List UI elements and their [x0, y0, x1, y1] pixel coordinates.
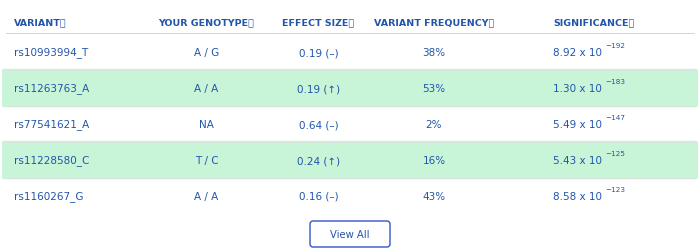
Text: 5.43 x 10: 5.43 x 10 [553, 156, 602, 165]
Text: −123: −123 [605, 186, 625, 192]
Text: T / C: T / C [195, 156, 218, 165]
Text: VARIANT FREQUENCYⓘ: VARIANT FREQUENCYⓘ [374, 18, 494, 28]
FancyBboxPatch shape [2, 70, 698, 108]
Text: 53%: 53% [422, 84, 446, 94]
Text: 0.64 (–): 0.64 (–) [299, 120, 338, 130]
Text: SIGNIFICANCEⓘ: SIGNIFICANCEⓘ [553, 18, 634, 28]
Text: EFFECT SIZEⓘ: EFFECT SIZEⓘ [282, 18, 355, 28]
Text: rs11263763_A: rs11263763_A [14, 83, 90, 94]
Text: −125: −125 [605, 150, 625, 156]
Text: rs77541621_A: rs77541621_A [14, 119, 90, 130]
Text: View All: View All [330, 229, 370, 239]
Text: 0.24 (↑): 0.24 (↑) [297, 156, 340, 165]
Text: A / G: A / G [194, 48, 219, 58]
Text: 16%: 16% [422, 156, 446, 165]
Text: rs1160267_G: rs1160267_G [14, 191, 83, 202]
Text: −147: −147 [605, 114, 625, 120]
Text: 5.49 x 10: 5.49 x 10 [553, 120, 602, 130]
Text: 0.19 (–): 0.19 (–) [299, 48, 338, 58]
Text: 8.92 x 10: 8.92 x 10 [553, 48, 602, 58]
Text: NA: NA [199, 120, 214, 130]
Text: VARIANTⓘ: VARIANTⓘ [14, 18, 66, 28]
FancyBboxPatch shape [310, 221, 390, 247]
Text: YOUR GENOTYPEⓘ: YOUR GENOTYPEⓘ [159, 18, 254, 28]
Text: 43%: 43% [422, 191, 446, 201]
Text: 38%: 38% [422, 48, 446, 58]
Text: 0.16 (–): 0.16 (–) [299, 191, 338, 201]
Text: 8.58 x 10: 8.58 x 10 [553, 191, 602, 201]
Text: 2%: 2% [426, 120, 442, 130]
Text: 1.30 x 10: 1.30 x 10 [553, 84, 602, 94]
Text: A / A: A / A [195, 191, 218, 201]
Text: −192: −192 [605, 43, 625, 49]
Text: rs10993994_T: rs10993994_T [14, 47, 88, 58]
Text: −183: −183 [605, 79, 625, 85]
Text: rs11228580_C: rs11228580_C [14, 155, 90, 166]
FancyBboxPatch shape [2, 141, 698, 180]
Text: 0.19 (↑): 0.19 (↑) [297, 84, 340, 94]
Text: A / A: A / A [195, 84, 218, 94]
